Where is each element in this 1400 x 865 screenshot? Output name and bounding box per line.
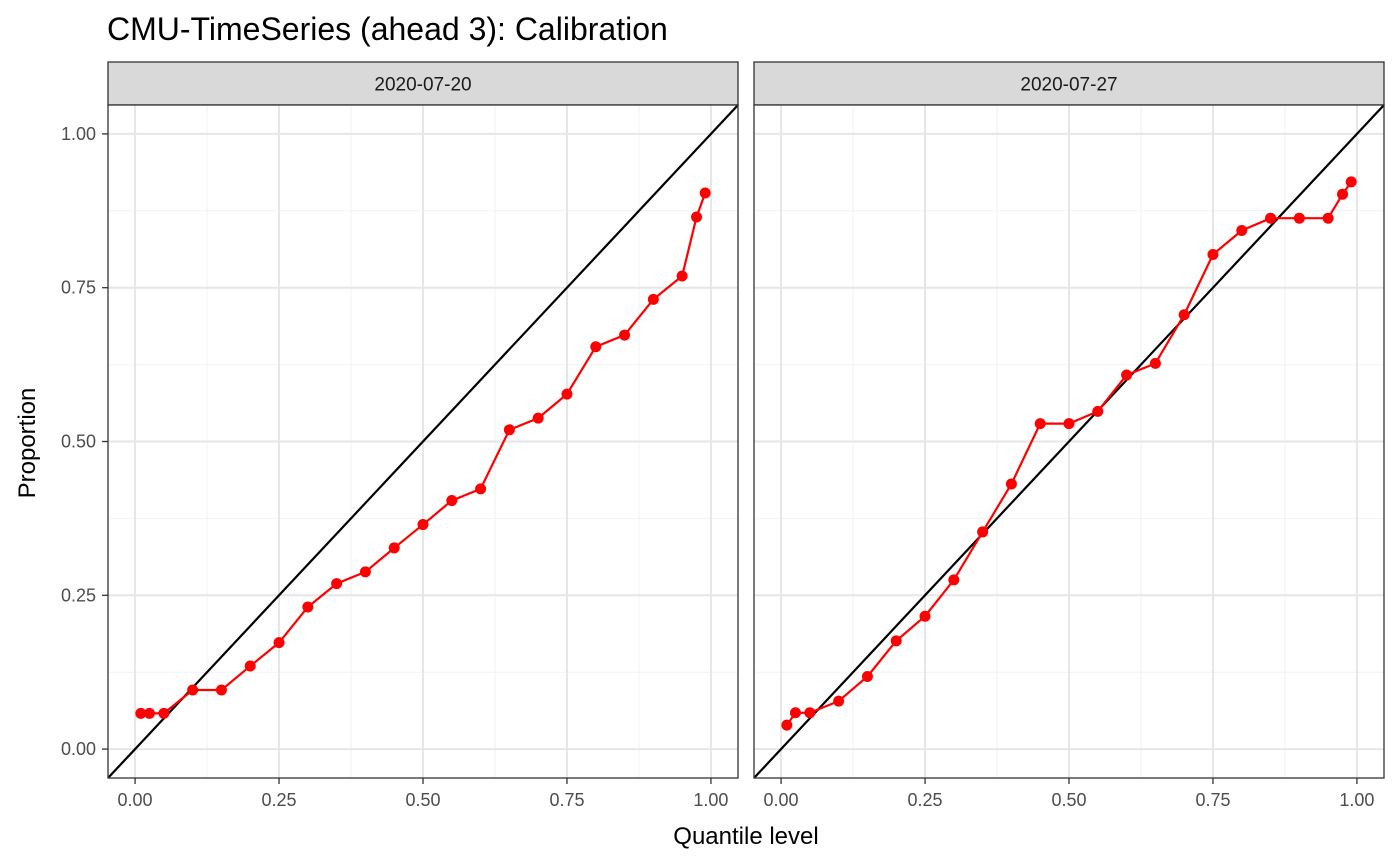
data-point <box>781 719 793 731</box>
data-point <box>647 293 659 305</box>
y-axis-title: Proportion <box>14 388 41 499</box>
data-point <box>861 670 873 682</box>
facet-strip <box>753 61 1385 106</box>
data-point <box>561 388 573 400</box>
data-point <box>331 578 343 590</box>
data-point <box>503 424 515 436</box>
data-point <box>619 329 631 341</box>
data-point <box>532 412 544 424</box>
data-point <box>699 187 711 199</box>
x-tick-label: 0.75 <box>1195 790 1230 810</box>
y-tick-label: 0.75 <box>61 278 96 298</box>
x-axis-title: Quantile level <box>673 823 818 850</box>
data-point <box>135 707 147 719</box>
x-tick-label: 1.00 <box>693 790 728 810</box>
data-point <box>1121 369 1133 381</box>
data-point <box>590 341 602 353</box>
data-point <box>1236 224 1248 236</box>
data-point <box>1265 212 1277 224</box>
facet-panel-1: 2020-07-200.00 0.25 0.50 0.75 1.000.000.250.… <box>61 61 739 810</box>
y-axis: 0.00 0.25 0.50 0.75 1.00 <box>61 124 108 759</box>
data-point <box>1092 405 1104 417</box>
x-tick-label: 0.50 <box>1051 790 1086 810</box>
x-tick-label: 0.25 <box>262 790 297 810</box>
data-point <box>1034 418 1046 430</box>
data-point <box>833 695 845 707</box>
data-point <box>158 707 170 719</box>
x-tick-label: 0.50 <box>405 790 440 810</box>
data-point <box>1005 478 1017 490</box>
x-axis: 0.00 0.25 0.50 0.75 1.00 <box>764 778 1374 810</box>
grid-lines <box>108 105 738 778</box>
data-point <box>919 610 931 622</box>
data-point <box>1207 248 1219 260</box>
data-point <box>244 660 256 672</box>
data-point <box>215 684 227 696</box>
x-tick-label: 0.00 <box>764 790 799 810</box>
data-point <box>1337 188 1349 200</box>
data-point <box>388 542 400 554</box>
data-point <box>676 270 688 282</box>
data-point <box>691 211 703 223</box>
facet-panel-2: 2020-07-27 0.00 0.25 0.50 0.75 1.00 <box>753 61 1385 810</box>
data-point <box>804 707 816 719</box>
y-tick-label: 0.25 <box>61 585 96 605</box>
x-tick-label: 0.75 <box>549 790 584 810</box>
facet-panels: 2020-07-200.00 0.25 0.50 0.75 1.000.000.250.… <box>61 61 1385 810</box>
chart-title: CMU-TimeSeries (ahead 3): Calibration <box>107 11 668 47</box>
data-point <box>302 601 314 613</box>
x-tick-label: 0.00 <box>118 790 153 810</box>
data-point <box>1293 212 1305 224</box>
data-point <box>890 635 902 647</box>
y-tick-label: 1.00 <box>61 124 96 144</box>
data-point <box>1178 309 1190 321</box>
facet-strip-label: 2020-07-27 <box>1020 75 1117 96</box>
data-point <box>789 707 801 719</box>
data-point <box>359 566 371 578</box>
data-point <box>1063 418 1075 430</box>
x-tick-label: 1.00 <box>1339 790 1374 810</box>
data-point <box>475 483 487 495</box>
data-point <box>143 707 155 719</box>
data-point <box>187 684 199 696</box>
facet-strip-label: 2020-07-20 <box>374 75 471 96</box>
y-tick-label: 0.50 <box>61 432 96 452</box>
data-point <box>273 637 285 649</box>
x-axis: 0.00 0.25 0.50 0.75 1.00 <box>118 778 728 810</box>
data-point <box>1149 357 1161 369</box>
data-point <box>977 526 989 538</box>
data-point <box>1322 212 1334 224</box>
y-tick-label: 0.00 <box>61 739 96 759</box>
data-point <box>1345 176 1357 188</box>
data-point <box>948 574 960 586</box>
x-tick-label: 0.25 <box>908 790 943 810</box>
facet-strip <box>107 61 739 106</box>
data-point <box>446 495 458 507</box>
reference-line <box>108 105 738 778</box>
data-point <box>417 519 429 531</box>
